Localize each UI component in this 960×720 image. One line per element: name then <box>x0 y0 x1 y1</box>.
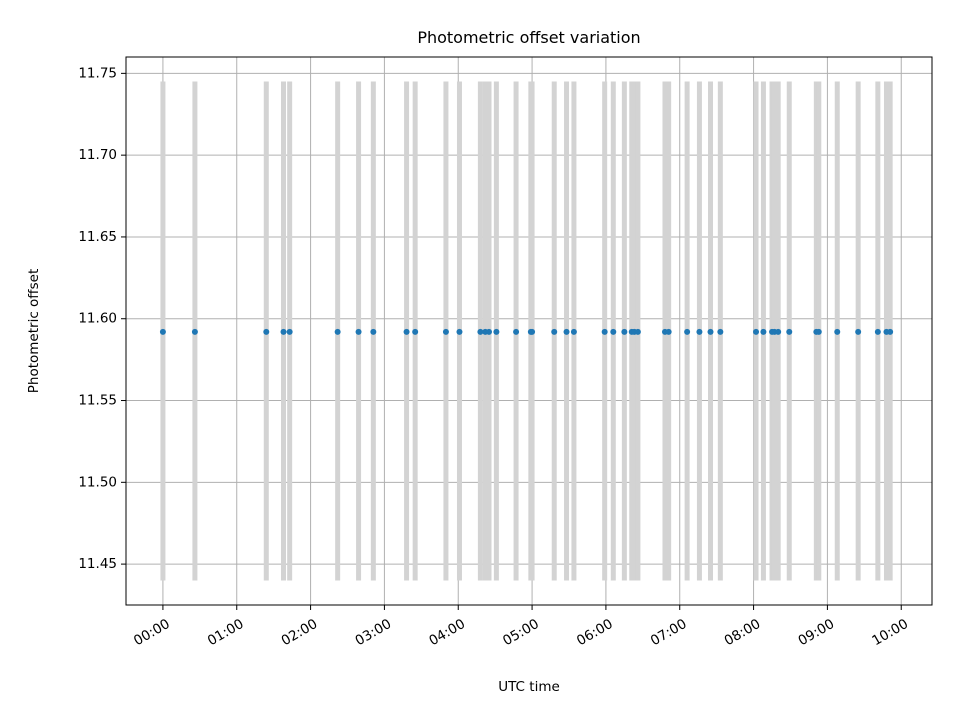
data-point <box>456 328 463 335</box>
data-points <box>159 328 894 335</box>
x-axis-label: UTC time <box>498 679 560 695</box>
y-tick-label: 11.70 <box>78 147 117 163</box>
data-point <box>286 328 293 335</box>
data-point <box>753 328 760 335</box>
data-point <box>159 328 166 335</box>
y-tick-label: 11.55 <box>78 393 117 409</box>
data-point <box>696 328 703 335</box>
data-point <box>551 328 558 335</box>
y-axis-label: Photometric offset <box>26 269 42 393</box>
data-point <box>665 328 672 335</box>
data-point <box>760 328 767 335</box>
y-tick-label: 11.45 <box>78 556 117 572</box>
data-point <box>621 328 628 335</box>
data-point <box>684 328 691 335</box>
data-point <box>717 328 724 335</box>
data-point <box>786 328 793 335</box>
y-tick-label: 11.60 <box>78 311 117 327</box>
y-tick-label: 11.75 <box>78 65 117 81</box>
data-point <box>477 328 484 335</box>
data-point <box>887 328 894 335</box>
data-point <box>442 328 449 335</box>
data-point <box>775 328 782 335</box>
data-point <box>601 328 608 335</box>
data-point <box>334 328 341 335</box>
data-point <box>610 328 617 335</box>
data-point <box>834 328 841 335</box>
data-point <box>855 328 862 335</box>
data-point <box>815 328 822 335</box>
data-point <box>370 328 377 335</box>
data-point <box>529 328 536 335</box>
data-point <box>191 328 198 335</box>
data-point <box>486 328 493 335</box>
data-point <box>570 328 577 335</box>
data-point <box>707 328 714 335</box>
data-point <box>412 328 419 335</box>
data-point <box>280 328 287 335</box>
data-point <box>563 328 570 335</box>
data-point <box>634 328 641 335</box>
data-point <box>493 328 500 335</box>
data-point <box>513 328 520 335</box>
data-point <box>263 328 270 335</box>
data-point <box>874 328 881 335</box>
data-point <box>403 328 410 335</box>
plot-frame <box>125 56 933 606</box>
data-point <box>355 328 362 335</box>
y-tick-label: 11.65 <box>78 229 117 245</box>
y-tick-label: 11.50 <box>78 474 117 490</box>
chart-title: Photometric offset variation <box>417 28 640 47</box>
